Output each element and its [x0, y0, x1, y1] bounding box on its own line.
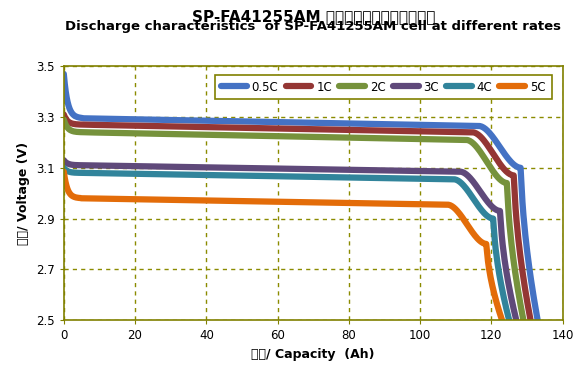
4C: [60, 166, 67, 170]
4C: [274, 174, 281, 178]
4C: [301, 174, 308, 179]
3C: [513, 318, 520, 322]
3C: [276, 166, 282, 171]
3C: [278, 166, 285, 171]
3C: [305, 167, 312, 171]
2C: [60, 117, 67, 122]
2C: [437, 137, 444, 142]
Text: Discharge characteristics  of SP-FA41255AM cell at different rates: Discharge characteristics of SP-FA41255A…: [65, 20, 561, 33]
3C: [431, 169, 438, 173]
5C: [298, 200, 304, 204]
5C: [271, 199, 278, 204]
4C: [425, 177, 432, 181]
X-axis label: 容量/ Capacity  (Ah): 容量/ Capacity (Ah): [252, 348, 375, 361]
2C: [334, 135, 341, 139]
Line: 5C: 5C: [64, 171, 502, 320]
0.5C: [342, 121, 349, 125]
5C: [499, 318, 506, 322]
0.5C: [60, 72, 67, 76]
2C: [278, 134, 285, 138]
1C: [527, 318, 534, 322]
Line: 2C: 2C: [64, 120, 523, 320]
Legend: 0.5C, 1C, 2C, 3C, 4C, 5C: 0.5C, 1C, 2C, 3C, 4C, 5C: [215, 75, 552, 99]
Y-axis label: 电压/ Voltage (V): 电压/ Voltage (V): [17, 142, 31, 245]
1C: [60, 112, 67, 117]
1C: [285, 127, 292, 131]
Line: 0.5C: 0.5C: [64, 74, 538, 320]
4C: [272, 174, 279, 178]
5C: [269, 199, 276, 204]
3C: [60, 158, 67, 162]
2C: [509, 249, 516, 254]
1C: [282, 126, 289, 131]
0.5C: [534, 318, 541, 322]
1C: [313, 127, 320, 131]
2C: [520, 318, 527, 322]
5C: [321, 200, 328, 205]
1C: [443, 130, 450, 134]
1C: [516, 245, 523, 250]
0.5C: [317, 121, 324, 125]
Line: 1C: 1C: [64, 114, 531, 320]
4C: [506, 318, 513, 322]
4C: [325, 175, 332, 179]
0.5C: [285, 120, 292, 124]
Line: 4C: 4C: [64, 168, 509, 320]
0.5C: [449, 123, 456, 128]
4C: [495, 267, 502, 271]
5C: [488, 280, 495, 284]
3C: [502, 263, 509, 268]
0.5C: [288, 120, 295, 124]
2C: [309, 135, 316, 139]
5C: [419, 202, 426, 206]
5C: [60, 169, 67, 174]
2C: [281, 134, 288, 138]
1C: [338, 127, 345, 132]
0.5C: [523, 241, 530, 246]
Line: 3C: 3C: [64, 160, 516, 320]
3C: [329, 167, 336, 172]
Text: SP-FA41255AM 电池常温倍率放电特性曲线: SP-FA41255AM 电池常温倍率放电特性曲线: [191, 9, 435, 24]
